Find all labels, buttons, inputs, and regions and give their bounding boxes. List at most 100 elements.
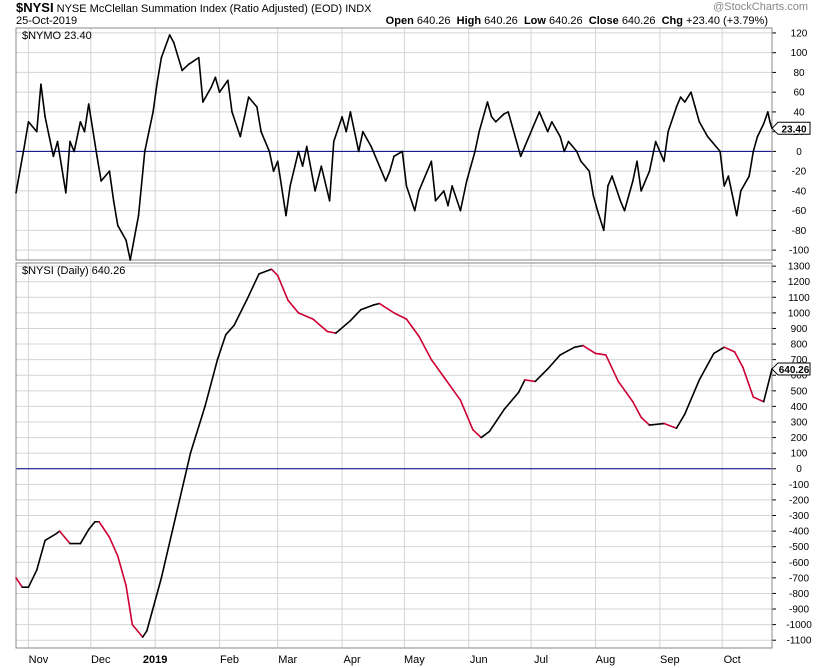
index-name: NYSE McClellan Summation Index (Ratio Ad…	[56, 3, 343, 15]
series-segment	[54, 530, 61, 536]
y-tick-label: -700	[789, 573, 809, 584]
series-segment	[519, 145, 526, 158]
nysi-series	[15, 268, 773, 638]
chart-header-left: $NYSI NYSE McClellan Summation Index (Ra…	[16, 1, 371, 16]
series-segment	[538, 111, 549, 133]
series-segment	[40, 83, 46, 118]
series-segment	[465, 150, 476, 182]
series-segment	[173, 42, 183, 72]
series-segment	[129, 214, 140, 261]
panel-frame	[15, 27, 773, 261]
series-segment	[490, 116, 497, 123]
series-segment	[297, 150, 304, 168]
series-segment	[592, 195, 599, 212]
y-tick-label: 60	[793, 88, 805, 99]
series-segment	[116, 224, 127, 242]
series-segment	[245, 273, 260, 302]
chart-date: 25-Oct-2019	[16, 15, 78, 27]
series-segment	[546, 120, 553, 133]
series-segment	[216, 333, 227, 361]
y-tick-label: 0	[796, 147, 802, 158]
y-tick-label: 900	[791, 324, 808, 335]
series-segment	[503, 391, 520, 411]
series-segment	[596, 209, 605, 232]
series-segment	[15, 577, 24, 589]
series-segment	[719, 150, 726, 187]
series-segment	[73, 120, 82, 153]
watermark: @StockCharts.com	[713, 1, 808, 13]
y-tick-label: 120	[791, 28, 808, 39]
series-segment	[156, 56, 163, 84]
y-tick-label: -1100	[787, 636, 812, 647]
series-segment	[341, 116, 348, 133]
nymo-series	[15, 34, 773, 261]
series-segment	[694, 106, 701, 123]
series-segment	[239, 116, 246, 138]
y-tick-label: 100	[791, 48, 808, 59]
series-segment	[146, 577, 163, 632]
ohlc-readout: Open 640.26 High 640.26 Low 640.26 Close…	[386, 15, 768, 28]
series-segment	[258, 268, 273, 275]
series-segment	[474, 130, 480, 153]
y-tick-label: 200	[791, 433, 808, 444]
y-tick-label: -500	[789, 542, 809, 553]
series-segment	[430, 358, 447, 381]
series-segment	[480, 430, 491, 439]
series-segment	[752, 396, 765, 403]
last-value-box	[771, 121, 811, 135]
series-segment	[762, 368, 773, 403]
y-tick-label: 700	[791, 355, 808, 366]
series-segment	[698, 120, 709, 138]
series-segment	[160, 514, 177, 579]
series-segment	[35, 539, 46, 571]
series-segment	[175, 452, 192, 517]
series-segment	[131, 623, 144, 638]
symbol: $NYSI	[16, 0, 54, 15]
y-tick-label: -400	[789, 527, 809, 538]
series-segment	[345, 111, 352, 133]
series-segment	[756, 122, 765, 138]
series-segment	[567, 140, 578, 153]
series-segment	[58, 530, 71, 545]
series-segment	[301, 145, 308, 168]
chg-label: Chg	[661, 15, 683, 27]
series-segment	[632, 400, 642, 419]
y-tick-label: 300	[791, 417, 808, 428]
series-segment	[125, 239, 132, 261]
series-segment	[65, 140, 71, 194]
series-segment	[706, 135, 713, 143]
series-segment	[370, 145, 377, 158]
series-segment	[372, 302, 381, 306]
series-segment	[320, 165, 331, 202]
x-tick-label: 2019	[143, 654, 167, 666]
y-tick-label: 500	[791, 386, 808, 397]
series-segment	[611, 175, 622, 202]
series-segment	[35, 83, 42, 133]
series-segment	[640, 416, 651, 426]
series-segment	[204, 358, 219, 408]
series-segment	[27, 120, 38, 133]
series-segment	[683, 379, 701, 415]
series-segment	[640, 170, 651, 192]
series-segment	[563, 140, 570, 153]
series-segment	[210, 76, 217, 89]
x-tick-label: Jul	[534, 654, 548, 666]
series-segment	[52, 140, 59, 158]
series-segment	[152, 81, 159, 113]
series-segment	[224, 324, 235, 336]
series-segment	[735, 190, 742, 217]
panel-legend: $NYMO 23.40	[22, 30, 92, 42]
series-segment	[69, 140, 75, 153]
series-segment	[384, 170, 391, 182]
series-segment	[733, 351, 744, 369]
series-segment	[546, 354, 561, 370]
series-segment	[108, 170, 115, 202]
series-segment	[679, 96, 686, 103]
high-label: High	[456, 15, 482, 27]
series-segment	[378, 302, 395, 314]
low-label: Low	[523, 15, 546, 27]
series-segment	[272, 160, 279, 172]
series-segment	[748, 150, 755, 177]
series-segment	[607, 175, 613, 187]
y-tick-label: -60	[792, 206, 807, 217]
